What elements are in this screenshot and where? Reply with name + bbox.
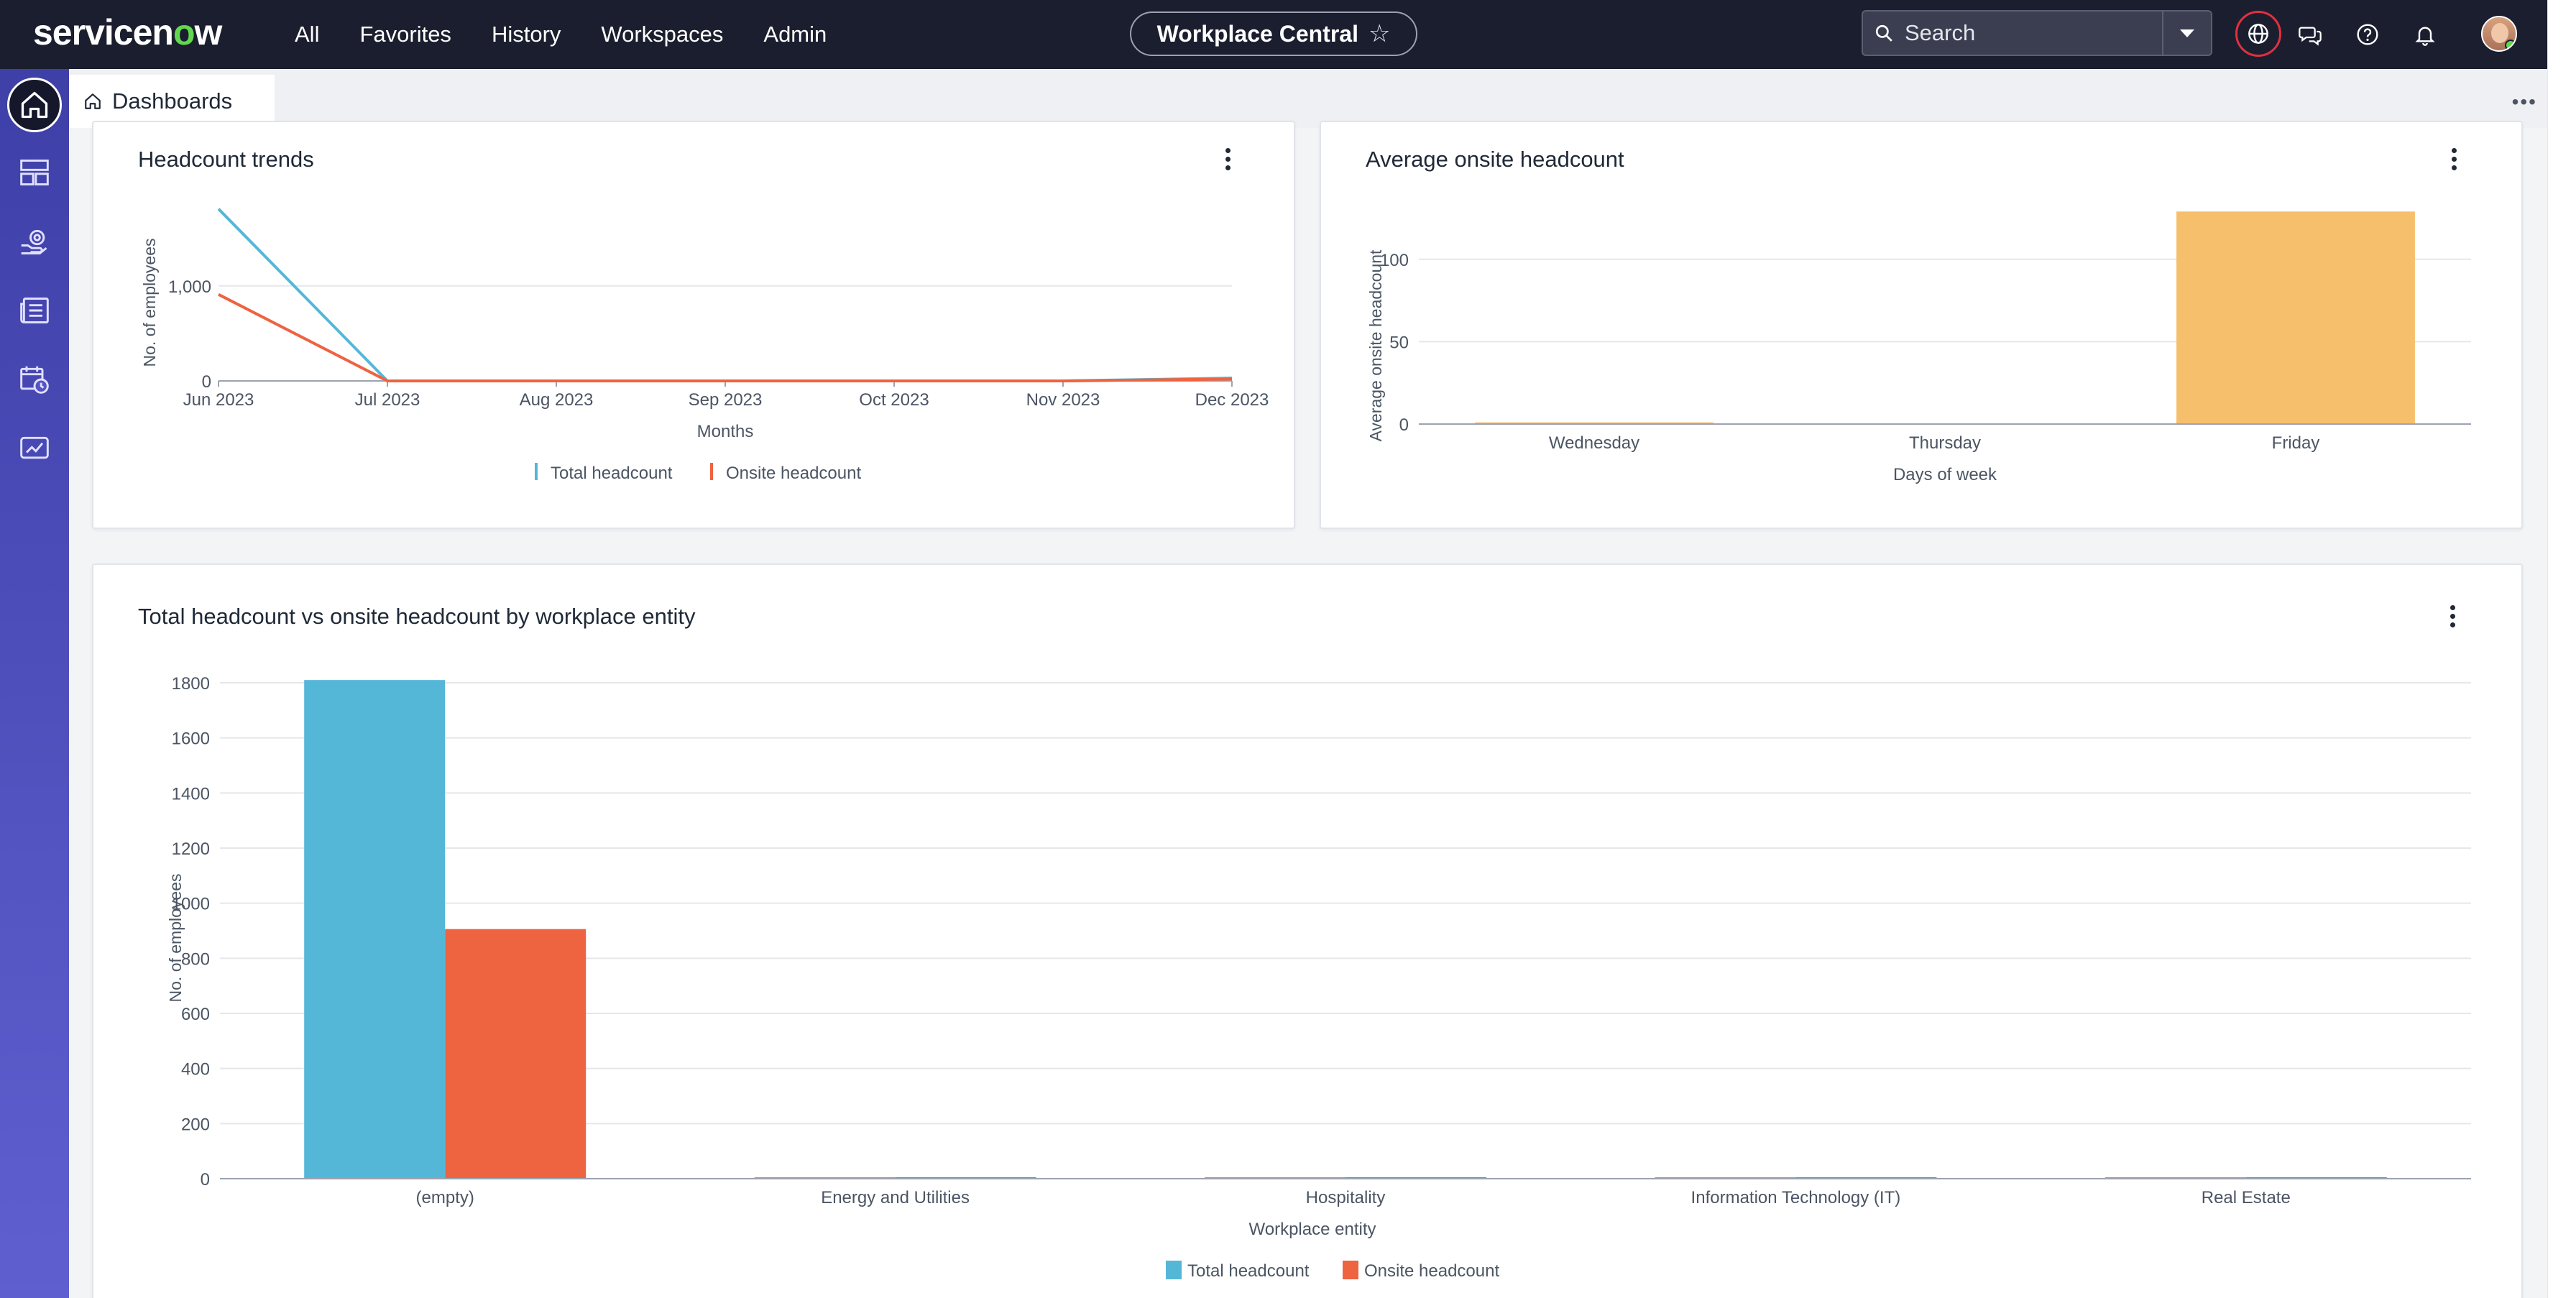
headcount-trends-card: Headcount trends 0 1,000 Jun 2023 Jul 2023 A… [92,121,1295,529]
average-onsite-headcount-chart: 0 50 100 Wednesday Thursday Friday Days of wee… [1366,211,2471,484]
legend-label: Total headcount [1187,1261,1310,1281]
x-tick-label: Friday [2272,433,2320,453]
workspace-pill[interactable]: Workplace Central ☆ [1130,11,1417,56]
help-icon[interactable] [2350,17,2385,52]
y-tick-label: 1600 [172,729,210,749]
legend-label: Onsite headcount [1364,1261,1499,1281]
x-tick-label: Aug 2023 [520,390,594,410]
chat-icon[interactable] [2293,17,2327,52]
bar-friday [2176,211,2415,424]
tab-strip: Dashboards ••• [69,69,2547,128]
x-tick-label: Energy and Utilities [821,1188,970,1207]
x-tick-label: Nov 2023 [1026,390,1100,410]
x-axis-title: Workplace entity [1249,1220,1376,1239]
avatar[interactable] [2481,16,2517,52]
tab-label: Dashboards [112,88,233,114]
x-tick-label: Information Technology (IT) [1691,1188,1901,1207]
total-headcount-bar [304,680,446,1179]
tab-dashboards[interactable]: Dashboards [69,75,275,128]
onsite-headcount-bar [445,929,586,1179]
workspace-pill-label: Workplace Central [1156,20,1358,47]
layout-icon[interactable] [16,154,53,191]
servicenow-logo[interactable]: servicenow [33,12,222,52]
y-tick-label: 0 [202,372,211,392]
y-tick-label: 0 [1399,415,1409,435]
x-tick-label: Thursday [1909,433,1981,453]
x-tick-label: Jun 2023 [183,390,254,410]
x-tick-label: Wednesday [1549,433,1639,453]
y-tick-label: 200 [181,1115,210,1134]
nav-favorites[interactable]: Favorites [359,22,451,47]
y-axis-title: No. of employees [140,239,159,367]
x-tick-label: Real Estate [2202,1188,2291,1207]
x-axis-title: Days of week [1893,465,1997,484]
page-scrollbar[interactable] [2547,0,2576,1298]
y-tick-label: 1800 [172,674,210,694]
globe-icon[interactable] [2235,11,2281,57]
search-input[interactable] [1905,20,2135,46]
main-menu: All Favorites History Workspaces Admin [295,0,867,69]
onsite-headcount-line [218,293,1233,382]
search-scope-dropdown[interactable] [2163,10,2212,56]
legend-swatch [1343,1261,1358,1279]
home-icon[interactable] [7,78,62,132]
home-icon [85,93,101,109]
x-tick-label: (empty) [416,1188,474,1207]
card-title: Average onsite headcount [1366,147,1624,172]
card-menu-icon[interactable] [2448,605,2457,627]
workplace-services-icon[interactable] [16,223,53,260]
y-tick-label: 600 [181,1005,210,1024]
star-icon[interactable]: ☆ [1368,20,1391,47]
left-sidebar [0,69,69,1298]
y-axis-title: Average onsite headcount [1366,249,1385,441]
legend-label: Onsite headcount [726,464,861,483]
x-tick-label: Hospitality [1306,1188,1386,1207]
online-status-dot [2505,40,2516,50]
legend-swatch [1166,1261,1182,1279]
bar-wednesday [1475,422,1714,424]
nav-workspaces[interactable]: Workspaces [601,22,724,47]
legend-label: Total headcount [551,464,673,483]
y-tick-label: 1400 [172,784,210,804]
dashboard-icon[interactable] [16,430,53,467]
search-icon [1875,24,1892,42]
y-tick-label: 100 [1380,251,1409,270]
y-tick-label: 1,000 [168,277,211,297]
x-tick-label: Sep 2023 [689,390,763,410]
x-tick-label: Jul 2023 [355,390,420,410]
top-navigation: servicenow All Favorites History Workspa… [0,0,2547,69]
more-options-icon[interactable]: ••• [2511,91,2537,113]
y-tick-label: 50 [1389,333,1409,352]
nav-history[interactable]: History [491,22,561,47]
bell-icon[interactable] [2408,17,2442,52]
chevron-down-icon [2180,29,2194,37]
nav-all[interactable]: All [295,22,320,47]
x-tick-label: Oct 2023 [859,390,929,410]
dashboard-canvas: Headcount trends 0 1,000 Jun 2023 Jul 2023 A… [69,121,2547,1298]
card-title: Headcount trends [138,147,314,172]
card-menu-icon[interactable] [2450,148,2458,170]
reservations-icon[interactable] [16,292,53,329]
y-tick-label: 800 [181,949,210,969]
y-axis-title: No. of employees [166,874,185,1003]
average-onsite-headcount-card: Average onsite headcount 0 50 100 Wednesday… [1320,121,2523,529]
y-tick-label: 1200 [172,839,210,859]
entity-headcount-chart: 0 200 400 600 800 1000 1200 1400 1600 1800 (empty)… [166,674,2471,1281]
search-box [1862,10,2163,56]
y-tick-label: 400 [181,1060,210,1080]
entity-headcount-card: Total headcount vs onsite headcount by w… [92,563,2523,1298]
y-tick-label: 1000 [172,895,210,914]
total-headcount-line [217,208,1233,382]
y-tick-label: 0 [201,1170,210,1189]
calendar-clock-icon[interactable] [16,361,53,398]
card-title: Total headcount vs onsite headcount by w… [138,604,696,629]
x-tick-label: Dec 2023 [1195,390,1269,410]
x-axis-title: Months [697,422,754,441]
nav-admin[interactable]: Admin [763,22,827,47]
headcount-trends-chart: 0 1,000 Jun 2023 Jul 2023 Aug 2023 Sep 2023 Oc… [140,208,1269,483]
card-menu-icon[interactable] [1223,148,1232,170]
